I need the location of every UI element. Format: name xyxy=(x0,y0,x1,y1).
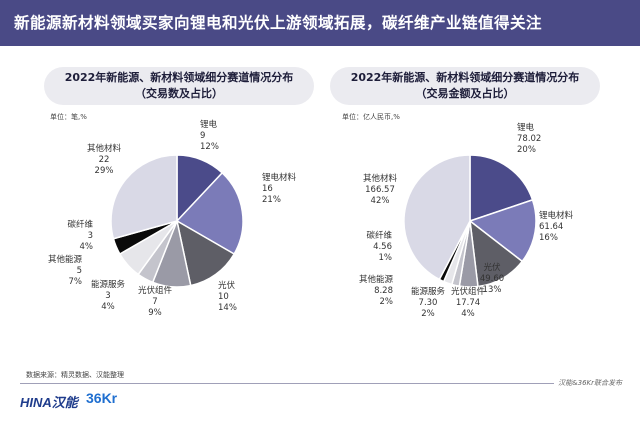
left-slice-4-percent-label: 4% xyxy=(101,302,115,312)
right-slice-3-value-label: 17.74 xyxy=(456,298,480,308)
right-slice-3-category-label: 光伏组件 xyxy=(451,286,486,297)
left-unit-label: 单位：笔,% xyxy=(50,113,87,121)
hina-logo: HINA汉能 xyxy=(20,395,78,410)
left-slice-3-percent-label: 9% xyxy=(148,308,162,318)
right-pie-slice-7 xyxy=(403,154,471,281)
left-chart-title: 2022年新能源、新材料领域细分赛道情况分布 （交易数及占比） xyxy=(44,67,314,105)
right-slice-2-category-label: 光伏 xyxy=(483,262,501,273)
left-slice-4-category-label: 能源服务 xyxy=(91,279,126,290)
left-slice-6-value-label: 3 xyxy=(88,231,93,241)
right-slice-4-value-label: 7.30 xyxy=(419,298,438,308)
left-slice-2-percent-label: 14% xyxy=(218,303,237,313)
right-slice-6-category-label: 碳纤维 xyxy=(366,230,392,241)
right-slice-7-value-label: 166.57 xyxy=(365,185,395,195)
left-slice-5-category-label: 其他能源 xyxy=(48,254,83,265)
left-slice-3-value-label: 7 xyxy=(152,297,157,307)
right-slice-0-category-label: 锂电 xyxy=(517,122,535,133)
data-source: 数据来源：精灵数据、汉能整理 xyxy=(26,371,124,379)
left-slice-1-category-label: 锂电材料 xyxy=(262,172,297,183)
left-slice-1-percent-label: 21% xyxy=(262,195,281,205)
left-slice-0-percent-label: 12% xyxy=(200,142,219,152)
right-slice-5-percent-label: 2% xyxy=(380,297,394,307)
left-chart-title-line2: （交易数及占比） xyxy=(135,87,223,100)
left-slice-6-category-label: 碳纤维 xyxy=(67,219,93,230)
right-slice-5-category-label: 其他能源 xyxy=(359,274,394,285)
left-slice-7-percent-label: 29% xyxy=(95,166,114,176)
36kr-logo: 36Kr xyxy=(86,390,118,406)
footer-note: 汉能&36Kr联合发布 xyxy=(554,378,622,388)
left-slice-2-category-label: 光伏 xyxy=(218,280,236,291)
footer-divider xyxy=(20,383,620,384)
right-slice-5-value-label: 8.28 xyxy=(374,286,393,296)
left-slice-0-value-label: 9 xyxy=(200,131,205,141)
right-slice-0-percent-label: 20% xyxy=(517,145,536,155)
left-pie-slice-7 xyxy=(110,154,178,240)
right-slice-4-percent-label: 2% xyxy=(421,309,435,319)
left-pie-slice-2 xyxy=(175,219,236,287)
left-slice-7-value-label: 22 xyxy=(99,155,110,165)
left-slice-5-value-label: 5 xyxy=(77,266,82,276)
right-pie-slice-1 xyxy=(468,198,537,263)
right-chart-title: 2022年新能源、新材料领域细分赛道情况分布 （交易金额及占比） xyxy=(330,67,600,105)
right-slice-1-value-label: 61.64 xyxy=(539,222,563,232)
right-slice-1-category-label: 锂电材料 xyxy=(539,210,574,221)
left-pie-slice-1 xyxy=(175,171,244,256)
page-title: 新能源新材料领域买家向锂电和光伏上游领域拓展，碳纤维产业链值得关注 xyxy=(14,13,543,32)
right-slice-7-percent-label: 42% xyxy=(371,196,390,206)
right-chart-title-line2: （交易金额及占比） xyxy=(415,87,515,100)
right-slice-4-category-label: 能源服务 xyxy=(411,286,446,297)
left-slice-2-value-label: 10 xyxy=(218,292,229,302)
right-unit-label: 单位：亿人民币,% xyxy=(342,113,400,121)
left-chart-title-line1: 2022年新能源、新材料领域细分赛道情况分布 xyxy=(64,71,294,84)
left-slice-6-percent-label: 4% xyxy=(80,242,94,252)
left-slice-0-category-label: 锂电 xyxy=(200,119,218,130)
right-slice-2-value-label: 49.60 xyxy=(480,274,504,284)
right-slice-7-category-label: 其他材料 xyxy=(363,173,398,184)
right-chart-title-line1: 2022年新能源、新材料领域细分赛道情况分布 xyxy=(350,71,580,84)
left-slice-5-percent-label: 7% xyxy=(69,277,83,287)
left-slice-1-value-label: 16 xyxy=(262,184,273,194)
header-bar: 新能源新材料领域买家向锂电和光伏上游领域拓展，碳纤维产业链值得关注 xyxy=(0,0,640,46)
right-slice-6-value-label: 4.56 xyxy=(373,242,392,252)
right-slice-0-value-label: 78.02 xyxy=(517,134,541,144)
right-slice-2-percent-label: 13% xyxy=(483,285,502,295)
left-slice-7-category-label: 其他材料 xyxy=(87,143,122,154)
right-slice-3-percent-label: 4% xyxy=(461,309,475,319)
left-slice-4-value-label: 3 xyxy=(105,291,110,301)
left-slice-3-category-label: 光伏组件 xyxy=(138,285,173,296)
right-slice-1-percent-label: 16% xyxy=(539,233,558,243)
right-slice-6-percent-label: 1% xyxy=(379,253,393,263)
